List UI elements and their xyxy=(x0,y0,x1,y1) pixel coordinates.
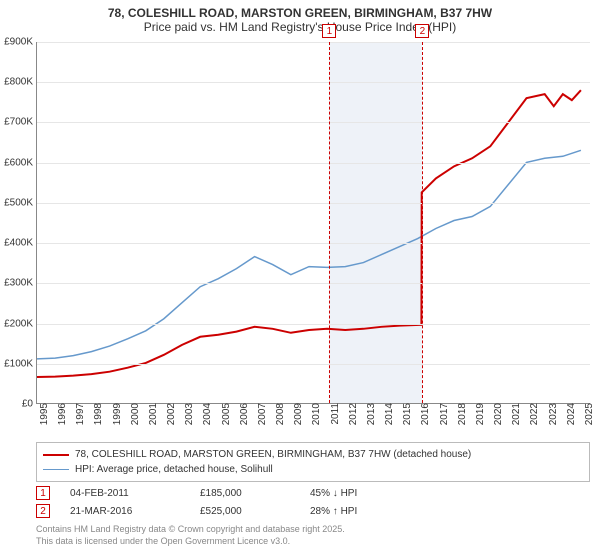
x-axis-label: 2008 xyxy=(273,403,286,425)
x-axis-label: 1996 xyxy=(55,403,68,425)
chart-subtitle: Price paid vs. HM Land Registry's House … xyxy=(0,20,600,38)
gridline-h xyxy=(37,203,590,204)
gridline-h xyxy=(37,122,590,123)
y-axis-label: £700K xyxy=(4,117,37,128)
gridline-h xyxy=(37,324,590,325)
x-axis-label: 2007 xyxy=(255,403,268,425)
transaction-hpi-delta: 45% ↓ HPI xyxy=(310,488,430,499)
gridline-h xyxy=(37,283,590,284)
x-axis-label: 2022 xyxy=(527,403,540,425)
transaction-marker-1: 1 xyxy=(36,486,50,500)
transaction-price: £525,000 xyxy=(200,506,310,517)
series-line-price_paid xyxy=(37,90,581,377)
chart-container: 78, COLESHILL ROAD, MARSTON GREEN, BIRMI… xyxy=(0,0,600,560)
x-axis-label: 2019 xyxy=(473,403,486,425)
transaction-hpi-delta: 28% ↑ HPI xyxy=(310,506,430,517)
x-axis-label: 2021 xyxy=(509,403,522,425)
x-axis-label: 1999 xyxy=(110,403,123,425)
y-axis-label: £900K xyxy=(4,37,37,48)
legend-box: 78, COLESHILL ROAD, MARSTON GREEN, BIRMI… xyxy=(36,442,590,482)
legend-label-hpi: HPI: Average price, detached house, Soli… xyxy=(75,462,273,477)
transaction-row: 2 21-MAR-2016 £525,000 28% ↑ HPI xyxy=(36,502,590,520)
x-axis-label: 2011 xyxy=(328,403,341,425)
x-axis-label: 2014 xyxy=(382,403,395,425)
line-series-svg xyxy=(37,42,590,403)
y-axis-label: £800K xyxy=(4,77,37,88)
x-axis-label: 2009 xyxy=(291,403,304,425)
x-axis-label: 2003 xyxy=(182,403,195,425)
marker-line xyxy=(422,42,423,403)
legend-label-price-paid: 78, COLESHILL ROAD, MARSTON GREEN, BIRMI… xyxy=(75,447,471,462)
x-axis-label: 1995 xyxy=(37,403,50,425)
y-axis-label: £500K xyxy=(4,197,37,208)
legend-swatch-hpi xyxy=(43,469,69,470)
transactions-table: 1 04-FEB-2011 £185,000 45% ↓ HPI 2 21-MA… xyxy=(36,484,590,520)
x-axis-label: 2018 xyxy=(455,403,468,425)
x-axis-label: 2000 xyxy=(128,403,141,425)
x-axis-label: 2002 xyxy=(164,403,177,425)
transaction-date: 21-MAR-2016 xyxy=(70,506,200,517)
gridline-h xyxy=(37,42,590,43)
x-axis-label: 2006 xyxy=(237,403,250,425)
marker-box: 2 xyxy=(415,24,429,38)
marker-box: 1 xyxy=(322,24,336,38)
legend-item-hpi: HPI: Average price, detached house, Soli… xyxy=(43,462,583,477)
transaction-row: 1 04-FEB-2011 £185,000 45% ↓ HPI xyxy=(36,484,590,502)
x-axis-label: 2024 xyxy=(564,403,577,425)
x-axis-label: 2005 xyxy=(219,403,232,425)
x-axis-label: 2023 xyxy=(546,403,559,425)
x-axis-label: 2017 xyxy=(437,403,450,425)
y-axis-label: £100K xyxy=(4,358,37,369)
gridline-h xyxy=(37,82,590,83)
x-axis-label: 2025 xyxy=(582,403,595,425)
x-axis-label: 2016 xyxy=(418,403,431,425)
x-axis-label: 1998 xyxy=(91,403,104,425)
x-axis-label: 2004 xyxy=(200,403,213,425)
transaction-marker-2: 2 xyxy=(36,504,50,518)
y-axis-label: £400K xyxy=(4,238,37,249)
x-axis-label: 1997 xyxy=(73,403,86,425)
gridline-h xyxy=(37,163,590,164)
transaction-price: £185,000 xyxy=(200,488,310,499)
series-line-hpi xyxy=(37,150,581,359)
chart-title-address: 78, COLESHILL ROAD, MARSTON GREEN, BIRMI… xyxy=(0,0,600,20)
x-axis-label: 2020 xyxy=(491,403,504,425)
plot-area: £0£100K£200K£300K£400K£500K£600K£700K£80… xyxy=(36,42,590,404)
x-axis-label: 2015 xyxy=(400,403,413,425)
gridline-h xyxy=(37,243,590,244)
y-axis-label: £600K xyxy=(4,157,37,168)
legend-item-price-paid: 78, COLESHILL ROAD, MARSTON GREEN, BIRMI… xyxy=(43,447,583,462)
footnote-line2: This data is licensed under the Open Gov… xyxy=(36,536,590,548)
x-axis-label: 2012 xyxy=(346,403,359,425)
x-axis-label: 2013 xyxy=(364,403,377,425)
footnote-line1: Contains HM Land Registry data © Crown c… xyxy=(36,524,590,536)
legend-swatch-price-paid xyxy=(43,454,69,456)
x-axis-label: 2001 xyxy=(146,403,159,425)
x-axis-label: 2010 xyxy=(309,403,322,425)
y-axis-label: £200K xyxy=(4,318,37,329)
gridline-h xyxy=(37,364,590,365)
y-axis-label: £0 xyxy=(22,399,37,410)
marker-line xyxy=(329,42,330,403)
footnote: Contains HM Land Registry data © Crown c… xyxy=(36,524,590,547)
y-axis-label: £300K xyxy=(4,278,37,289)
transaction-date: 04-FEB-2011 xyxy=(70,488,200,499)
